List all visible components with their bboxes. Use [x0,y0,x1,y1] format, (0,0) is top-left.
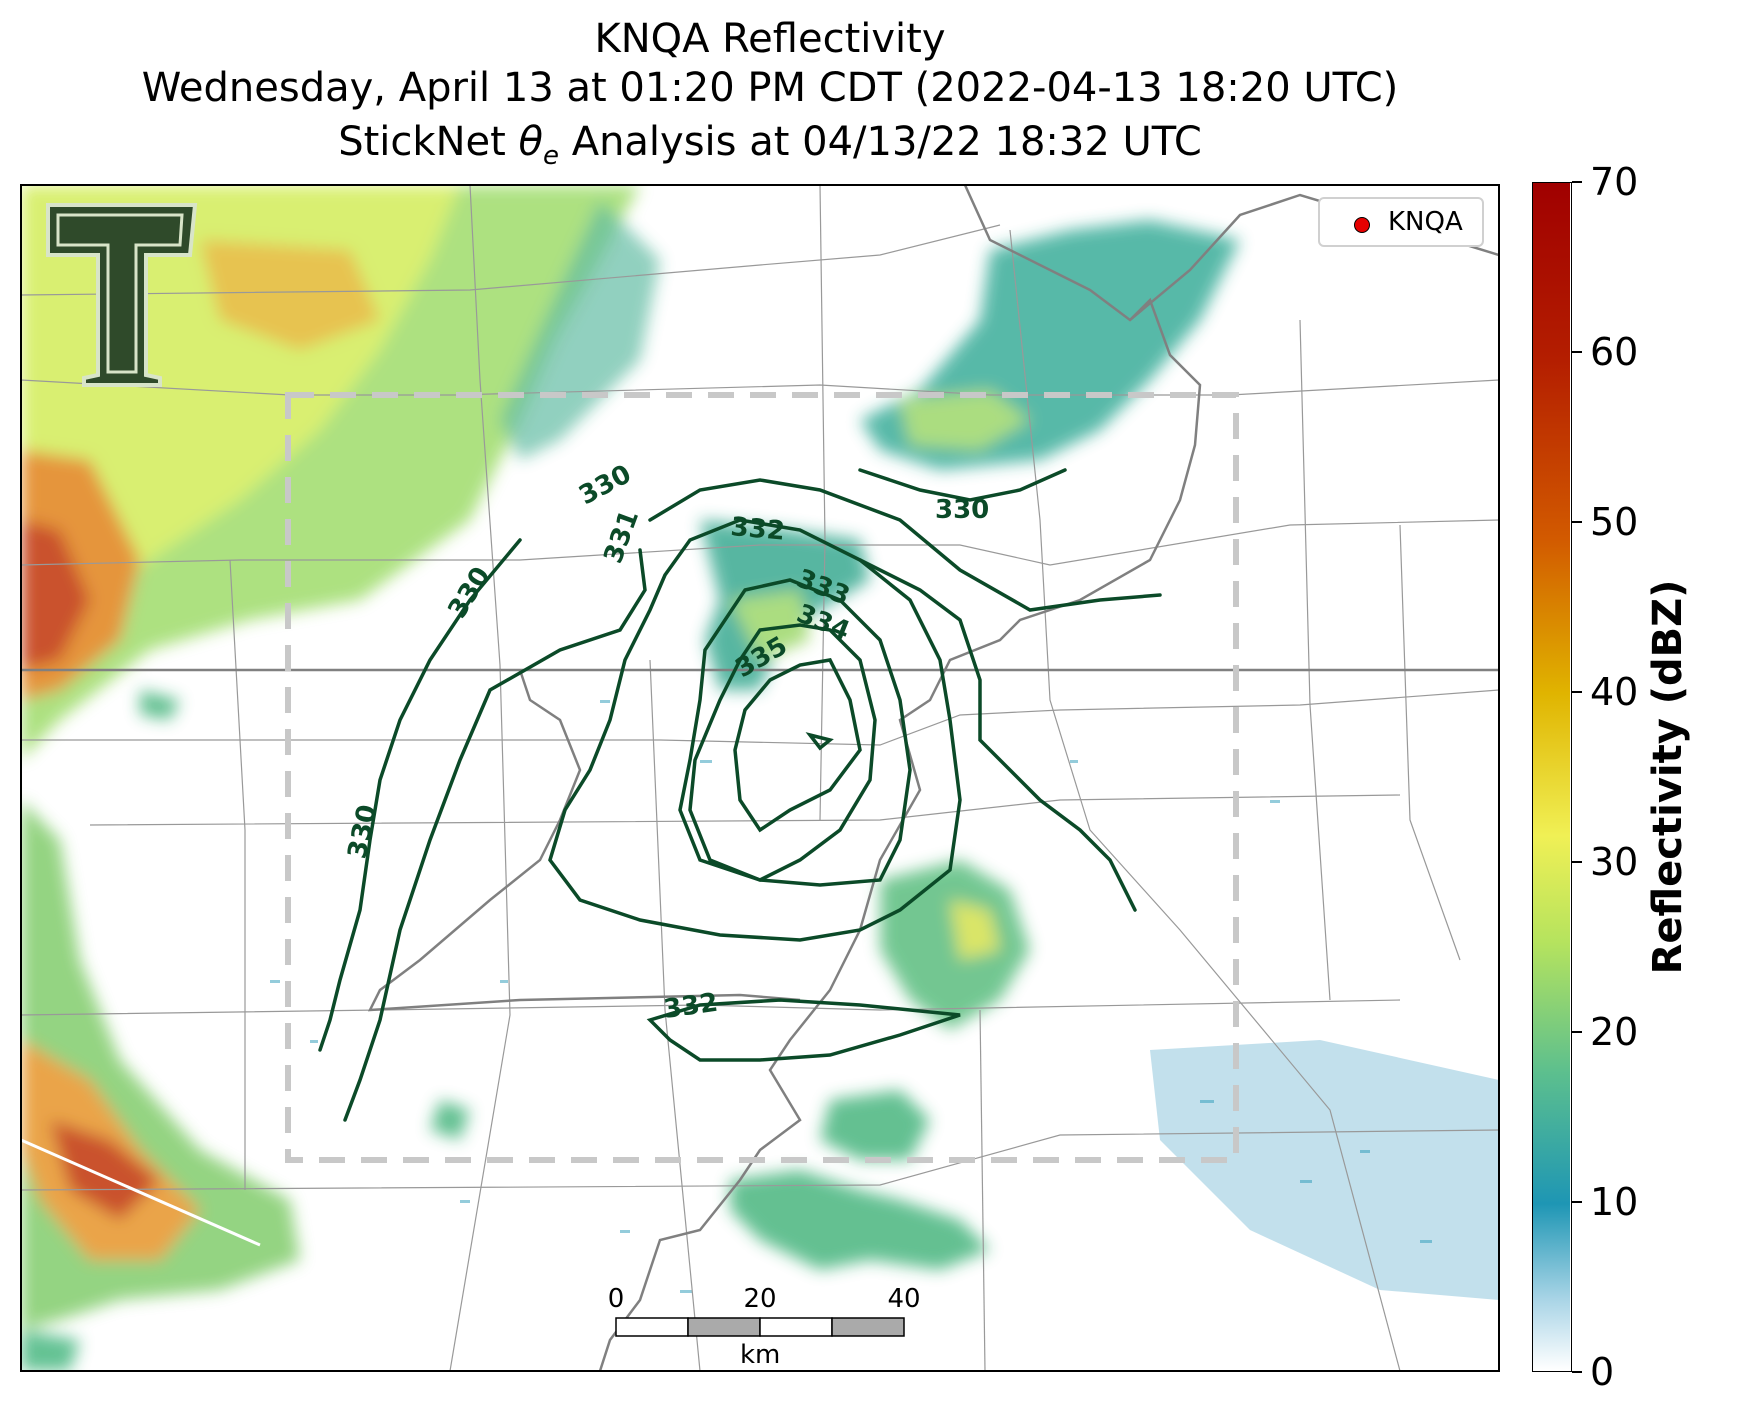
contour-335 [733,658,862,833]
title-line-3: StickNet θe Analysis at 04/13/22 18:32 U… [0,118,1540,180]
theta-subscript: e [542,141,559,171]
texas-tech-logo [46,203,198,387]
contour-330-north [648,478,1162,612]
contour-332-south [646,998,961,1062]
contour-330-outer [858,558,1137,912]
colorbar-tick [1572,1031,1582,1033]
scale-label-20: 20 [743,1284,777,1314]
contour-label: 332 [662,988,720,1025]
title-line-1: KNQA Reflectivity [594,16,946,62]
theta-symbol: θ [518,119,543,165]
colorbar-tick [1572,1201,1582,1203]
colorbar-tick [1572,1371,1582,1373]
contour-label: 330 [442,562,496,624]
colorbar-tick-label: 40 [1590,670,1639,714]
contour-332-main [548,518,962,942]
contour-330-east [858,468,1067,502]
scale-label-40: 40 [887,1284,921,1314]
colorbar-tick-label: 70 [1590,160,1639,204]
contour-331 [343,548,647,1122]
colorbar-tick [1572,521,1582,523]
radar-site-marker [1354,217,1370,233]
county-borders [21,185,1499,1371]
contour-333 [678,578,912,887]
contour-label: 330 [574,459,636,511]
colorbar-tick-label: 60 [1590,330,1639,374]
radar-echoes [21,185,1499,1371]
colorbar-tick-label: 20 [1590,1010,1639,1054]
scale-bar [615,1317,905,1337]
contour-336-small [805,732,834,751]
colorbar-tick [1572,861,1582,863]
colorbar-tick [1572,181,1582,183]
colorbar-tick [1572,691,1582,693]
state-borders [21,185,1499,1371]
radar-range-line [21,1138,261,1247]
colorbar-tick-label: 30 [1590,840,1639,884]
contour-label: 330 [935,495,989,525]
contour-334 [688,623,877,882]
colorbar-tick-label: 0 [1590,1350,1615,1394]
colorbar-title: Reflectivity (dBZ) [1645,579,1691,975]
scale-unit: km [740,1340,781,1370]
contour-labels: 330 330 330 331 332 333 334 335 330 332 [343,459,990,1025]
colorbar-tick [1572,351,1582,353]
contour-label: 332 [729,512,786,547]
colorbar-tick-label: 10 [1590,1180,1639,1224]
title-line-3-suffix: Analysis at 04/13/22 18:32 UTC [558,119,1202,165]
legend: KNQA [1318,197,1484,247]
legend-label: KNQA [1388,207,1463,237]
colorbar-tick-label: 50 [1590,500,1639,544]
scale-label-0: 0 [607,1284,625,1314]
contour-330-west [318,538,522,1052]
colorbar [1532,182,1572,1372]
title-line-3-prefix: StickNet [338,119,519,165]
theta-e-contours [318,468,1162,1122]
title-line-2: Wednesday, April 13 at 01:20 PM CDT (202… [141,65,1399,111]
analysis-domain-box [285,392,1239,1163]
map-frame [20,184,1500,1372]
contour-label: 330 [343,802,384,861]
contour-label: 331 [598,506,645,567]
